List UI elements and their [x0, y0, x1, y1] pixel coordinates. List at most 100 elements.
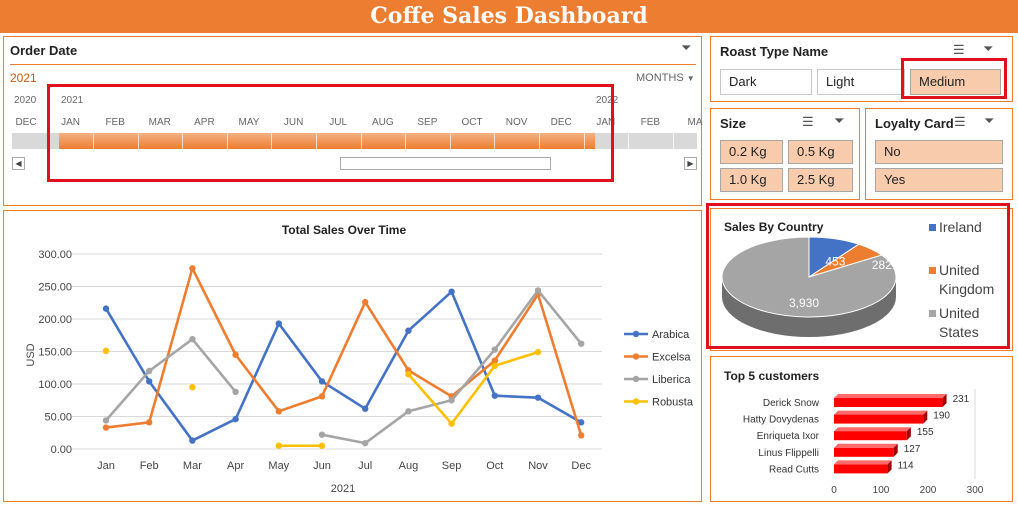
customer-bar	[834, 447, 894, 457]
time-level-label: MONTHS	[636, 72, 684, 84]
legend-label-liberica: Liberica	[652, 374, 691, 386]
total-sales-line-chart: Total Sales Over Time USD 2021 300.00 250…	[25, 223, 694, 495]
month-label: MAR	[148, 117, 171, 128]
data-point-liberica	[448, 397, 455, 404]
size-2.5kg-button[interactable]: 2.5 Kg	[788, 168, 853, 192]
timeline-header: Order Date	[10, 43, 78, 58]
bar-side	[893, 443, 898, 457]
clear-filter-icon[interactable]: ⏷	[834, 113, 845, 128]
data-point-arabica	[578, 419, 585, 426]
legend-label-robusta: Robusta	[652, 397, 694, 409]
roast-dark-button[interactable]: Dark	[720, 69, 812, 95]
clear-filter-icon[interactable]: ⏷	[681, 40, 692, 55]
size-0.2kg-button[interactable]: 0.2 Kg	[720, 140, 783, 164]
x-tick-label: 0	[831, 485, 837, 496]
timeline-selected-range[interactable]	[59, 133, 595, 149]
data-point-excelsa	[491, 357, 498, 364]
x-tick-label: Sep	[442, 460, 462, 472]
timeline-tick	[182, 133, 184, 149]
x-tick-label: Dec	[571, 460, 591, 472]
y-tick-label: 200.00	[38, 314, 72, 326]
x-tick-label: Nov	[528, 460, 548, 472]
data-point-arabica	[405, 327, 412, 334]
x-tick-label: May	[268, 460, 289, 472]
month-label: SEP	[417, 117, 438, 128]
multi-select-icon[interactable]: ☰	[953, 42, 965, 57]
customer-name-label: Derick Snow	[763, 398, 820, 409]
size-0.5kg-button[interactable]: 0.5 Kg	[788, 140, 853, 164]
data-point-arabica	[448, 288, 455, 295]
timeline-tick	[449, 133, 451, 149]
data-point-arabica	[232, 415, 239, 423]
roast-medium-highlight	[901, 58, 1007, 99]
x-tick-label: Aug	[399, 460, 419, 472]
data-point-liberica	[232, 388, 239, 395]
x-tick-label: 200	[920, 485, 937, 496]
scroll-right-button[interactable]: ▶	[684, 157, 697, 170]
bar-top	[834, 443, 898, 448]
month-label: NOV	[505, 117, 528, 128]
x-axis-label: 2021	[331, 483, 355, 495]
data-point-arabica	[275, 320, 282, 327]
timeline-tick	[538, 133, 540, 149]
month-label: MAY	[238, 117, 260, 128]
data-point-excelsa	[102, 424, 110, 431]
time-level-selector[interactable]: MONTHS ▼	[636, 72, 695, 84]
timeline-scrollbar-thumb[interactable]	[340, 157, 551, 170]
month-label: JAN	[61, 117, 81, 128]
data-point-excelsa	[318, 393, 326, 400]
timeline-highlight	[47, 84, 614, 182]
roast-medium-button[interactable]: Medium	[910, 69, 1001, 95]
loyalty-no-button[interactable]: No	[875, 140, 1003, 164]
customer-bar	[834, 414, 924, 424]
series-line-excelsa	[105, 266, 583, 436]
clear-filter-icon[interactable]: ⏷	[984, 113, 995, 128]
data-point-arabica	[318, 378, 326, 385]
data-point-robusta	[275, 442, 282, 449]
y-tick-label: 300.00	[38, 249, 72, 261]
multi-select-icon[interactable]: ☰	[802, 114, 814, 129]
data-point-robusta	[448, 420, 455, 427]
clear-filter-icon[interactable]: ⏷	[983, 41, 994, 56]
month-label: JUL	[329, 117, 348, 128]
header-divider	[10, 64, 696, 65]
pie-legend-marker	[929, 267, 936, 274]
multi-select-icon[interactable]: ☰	[954, 114, 966, 129]
customer-value-label: 231	[953, 394, 970, 405]
y-tick-label: 0.00	[51, 444, 72, 456]
order-date-timeline[interactable]: Order Date ⏷ 2021 MONTHS ▼ 2020 2021 202…	[3, 36, 703, 206]
size-1.0kg-button[interactable]: 1.0 Kg	[720, 168, 783, 192]
top-customers-bar-chart: Top 5 customers 0 100 200 300 Derick Snow 231…	[724, 369, 984, 496]
roast-type-header: Roast Type Name	[720, 44, 829, 59]
loyalty-yes-button[interactable]: Yes	[875, 168, 1003, 192]
data-point-excelsa	[189, 265, 196, 272]
y-tick-label: 150.00	[38, 347, 72, 359]
month-label: FEB	[640, 117, 661, 128]
data-point-arabica	[146, 378, 153, 385]
timeline-tick	[494, 133, 496, 149]
x-tick-label: Jan	[97, 460, 115, 472]
customer-bar	[834, 398, 943, 407]
data-point-liberica	[189, 335, 196, 343]
month-label: JAN	[596, 117, 616, 128]
data-point-robusta	[491, 362, 498, 369]
roast-light-button[interactable]: Light	[817, 69, 905, 95]
y-axis-label: USD	[25, 343, 37, 366]
data-point-liberica	[146, 367, 153, 375]
loyalty-card-slicer: Loyalty Card ☰ ⏷ No Yes	[865, 108, 1013, 200]
size-header: Size	[720, 116, 747, 131]
customer-value-label: 155	[917, 427, 934, 438]
bar-top	[834, 427, 911, 432]
data-point-arabica	[362, 405, 369, 412]
data-point-liberica	[362, 439, 369, 447]
bar-top	[834, 460, 892, 465]
year-label-2020: 2020	[14, 95, 37, 106]
x-tick-label: Oct	[486, 460, 503, 472]
x-tick-label: Jul	[358, 460, 372, 472]
bar-side	[906, 427, 911, 441]
month-label: MA	[687, 117, 703, 128]
top-customers-panel: Top 5 customers 0 100 200 300 Derick Snow 231…	[710, 356, 1013, 502]
scroll-left-button[interactable]: ◀	[12, 157, 25, 170]
pie-data-label: 282	[872, 258, 892, 272]
sales-by-country-pie-chart: Sales By Country 453 282 3,930 Ireland Unit…	[721, 219, 994, 340]
